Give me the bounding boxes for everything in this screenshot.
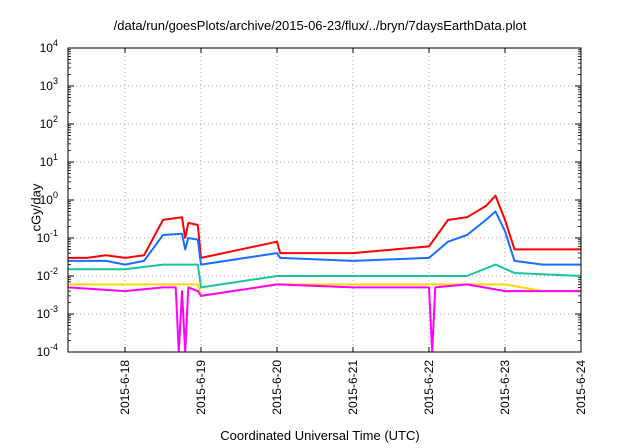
x-tick-label: 2015-6-20 [270,360,284,415]
y-tick-label: 10-1 [37,228,58,245]
x-axis-label: Coordinated Universal Time (UTC) [220,428,420,443]
y-tick-label: 10-4 [37,342,58,359]
x-tick-label: 2015-6-21 [346,360,360,415]
chart-title: /data/run/goesPlots/archive/2015-06-23/f… [113,18,527,33]
x-tick-label: 2015-6-24 [574,360,588,415]
y-tick-label: 10-3 [37,304,58,321]
y-tick-label: 102 [40,114,58,131]
series-line-3 [68,263,581,289]
series-line-2 [68,210,581,266]
y-tick-label: 100 [40,190,58,207]
y-tick-label: 10-2 [37,266,58,283]
x-tick-label: 2015-6-18 [118,360,132,415]
y-tick-label: 103 [40,76,58,93]
x-tick-label: 2015-6-19 [194,360,208,415]
x-tick-label: 2015-6-23 [498,360,512,415]
plot-frame [67,47,582,353]
y-tick-label: 101 [40,152,58,169]
x-tick-label: 2015-6-22 [422,360,436,415]
y-tick-label: 104 [40,38,58,55]
y-axis-label: cGy/day [28,183,44,232]
series-line-5 [68,283,581,352]
series-line-1 [68,194,581,259]
